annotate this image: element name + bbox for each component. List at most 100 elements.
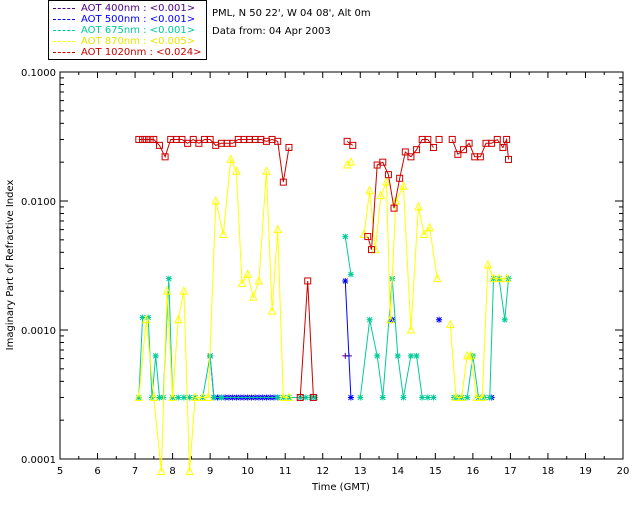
legend-label: AOT 675nm : <0.001>	[81, 25, 196, 36]
data-point	[489, 273, 498, 283]
data-point	[413, 352, 420, 359]
data-point	[146, 135, 154, 143]
data-point	[226, 154, 236, 163]
data-point	[179, 286, 189, 295]
data-point	[464, 394, 471, 401]
data-point	[134, 392, 144, 401]
data-point	[152, 352, 159, 359]
data-point	[206, 135, 214, 143]
data-point	[379, 158, 387, 166]
y-tick-label: 0.0100	[21, 197, 56, 208]
legend-item-500: AOT 500nm : <0.001>	[49, 14, 206, 25]
data-point	[502, 273, 511, 283]
data-point	[459, 146, 467, 154]
data-point	[425, 222, 435, 232]
data-point	[243, 269, 252, 278]
y-tick-label: 0.1000	[21, 68, 56, 79]
series-line	[138, 157, 289, 472]
data-point	[248, 291, 258, 301]
legend-swatch	[53, 30, 75, 31]
data-point	[142, 135, 150, 143]
data-point	[145, 314, 152, 321]
plot-frame	[59, 71, 624, 460]
data-point	[448, 135, 456, 143]
x-tick-label: 17	[504, 466, 517, 477]
data-point	[157, 466, 166, 476]
data-point	[342, 277, 349, 284]
data-point	[346, 157, 356, 166]
legend-label: AOT 870nm : <0.005>	[81, 36, 196, 47]
data-point	[472, 392, 481, 401]
data-point	[368, 246, 376, 254]
data-point	[139, 314, 146, 321]
data-point	[465, 139, 473, 147]
series-aot-1020nm	[135, 135, 513, 401]
series-line	[454, 278, 509, 398]
data-point	[365, 185, 374, 195]
data-point	[419, 229, 429, 238]
data-point	[364, 233, 372, 241]
series-line	[209, 355, 278, 398]
data-point	[435, 135, 443, 143]
series-group	[134, 135, 513, 476]
x-tick-label: 14	[391, 466, 404, 477]
data-point	[312, 394, 319, 401]
data-point	[424, 394, 431, 401]
data-point	[254, 275, 264, 285]
data-point	[155, 141, 163, 149]
y-tick-label: 0.0010	[21, 326, 56, 337]
x-tick-label: 8	[169, 466, 175, 477]
series-line	[344, 236, 352, 275]
data-point	[184, 139, 192, 147]
data-point	[195, 139, 203, 147]
data-point	[175, 394, 182, 401]
data-point	[178, 135, 186, 143]
data-point	[262, 166, 271, 175]
data-point	[139, 135, 147, 143]
series-line	[359, 278, 434, 398]
data-point	[304, 277, 312, 285]
data-point	[407, 352, 414, 359]
data-point	[400, 394, 407, 401]
data-point	[494, 273, 504, 283]
series-line	[344, 280, 352, 398]
data-point	[379, 394, 386, 401]
data-point	[173, 314, 183, 324]
series-line	[299, 280, 314, 398]
data-point	[501, 316, 508, 323]
data-point	[274, 394, 281, 401]
data-point	[429, 143, 437, 151]
x-tick-label: 12	[316, 466, 329, 477]
data-point	[149, 392, 159, 401]
legend-swatch	[53, 8, 75, 9]
data-point	[198, 392, 207, 401]
data-point	[156, 394, 163, 401]
x-tick-label: 5	[57, 466, 63, 477]
series-aot-400nm	[342, 352, 353, 359]
data-point	[232, 166, 241, 175]
x-tick-label: 13	[354, 466, 367, 477]
series-line	[449, 264, 507, 398]
data-point	[436, 316, 443, 323]
data-point	[274, 137, 282, 145]
data-point	[308, 394, 315, 401]
data-point	[413, 146, 421, 154]
data-point	[190, 392, 200, 401]
data-point	[347, 271, 354, 278]
x-tick-label: 16	[466, 466, 479, 477]
data-point	[391, 195, 401, 205]
data-point	[477, 392, 487, 401]
series-line	[367, 139, 434, 250]
data-point	[374, 352, 381, 359]
data-point	[237, 278, 247, 287]
data-point	[394, 352, 401, 359]
data-point	[267, 306, 277, 315]
site-info: PML, N 50 22', W 04 08', Alt 0m	[212, 8, 371, 19]
data-point	[454, 150, 462, 158]
data-point	[211, 195, 221, 205]
x-tick-label: 6	[94, 466, 100, 477]
data-point	[486, 394, 493, 401]
legend-label: AOT 1020nm : <0.024>	[81, 47, 202, 58]
series-line	[138, 138, 290, 183]
